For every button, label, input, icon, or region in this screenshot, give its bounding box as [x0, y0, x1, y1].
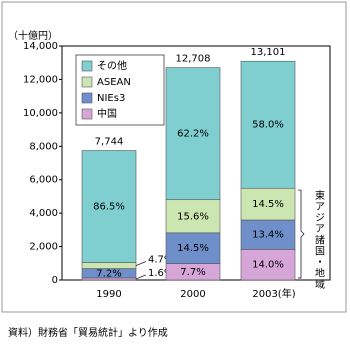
- y-tick-label: 6,000: [29, 175, 58, 186]
- chart-frame: [1, 1, 347, 313]
- bar-segment: [240, 60, 296, 189]
- bracket: [298, 189, 305, 279]
- y-tick-label: 2,000: [29, 242, 58, 253]
- y-tick-label: 8,000: [29, 141, 58, 152]
- value-label: 4.7%: [148, 255, 173, 266]
- value-label: 62.2%: [177, 129, 209, 140]
- value-label: 86.5%: [93, 202, 125, 213]
- value-label: 14.0%: [252, 260, 284, 271]
- y-tick-label: 14,000: [23, 41, 58, 52]
- legend-swatch: [81, 108, 93, 120]
- value-label: 1.6%: [148, 268, 173, 279]
- total-label: 12,708: [176, 54, 211, 65]
- value-label: 58.0%: [252, 120, 284, 131]
- source-note: 資料）財務省「貿易統計」より作成: [8, 326, 168, 339]
- bar-segment: [240, 249, 296, 281]
- value-label: 14.5%: [252, 199, 284, 210]
- bar-segment: [81, 262, 137, 269]
- value-label: 7.2%: [96, 268, 121, 279]
- bar-segment: [165, 232, 221, 264]
- y-axis-label: （十億円）: [8, 29, 58, 42]
- x-tick-label: 1990: [96, 289, 121, 300]
- bar-segment: [81, 150, 137, 263]
- y-tick-label: 0: [52, 275, 58, 286]
- x-tick-label: 2003(年): [252, 287, 295, 300]
- bracket-label: 東アジア諸国・地域: [313, 189, 325, 289]
- legend-label: その他: [97, 59, 127, 72]
- value-label: 7.7%: [180, 267, 205, 278]
- legend-label: ASEAN: [97, 77, 131, 88]
- x-tick-label: 2000: [180, 289, 205, 300]
- value-label: 15.6%: [177, 211, 209, 222]
- value-label: 13.4%: [252, 230, 284, 241]
- legend-label: 中国: [97, 107, 117, 120]
- leader-line: [135, 274, 147, 280]
- value-label: 14.5%: [177, 243, 209, 254]
- leader-line: [135, 261, 147, 266]
- total-label: 13,101: [251, 47, 286, 58]
- total-label: 7,744: [95, 137, 124, 148]
- bar-segment: [165, 199, 221, 234]
- legend-swatch: [81, 76, 93, 88]
- bar-segment: [240, 187, 296, 221]
- y-tick-label: 10,000: [23, 108, 58, 119]
- legend-swatch: [81, 92, 93, 104]
- legend-swatch: [81, 60, 93, 72]
- bar-segment: [165, 67, 221, 201]
- y-tick-label: 4,000: [29, 208, 58, 219]
- legend-label: NIEs3: [97, 93, 125, 104]
- y-tick-label: 12,000: [23, 74, 58, 85]
